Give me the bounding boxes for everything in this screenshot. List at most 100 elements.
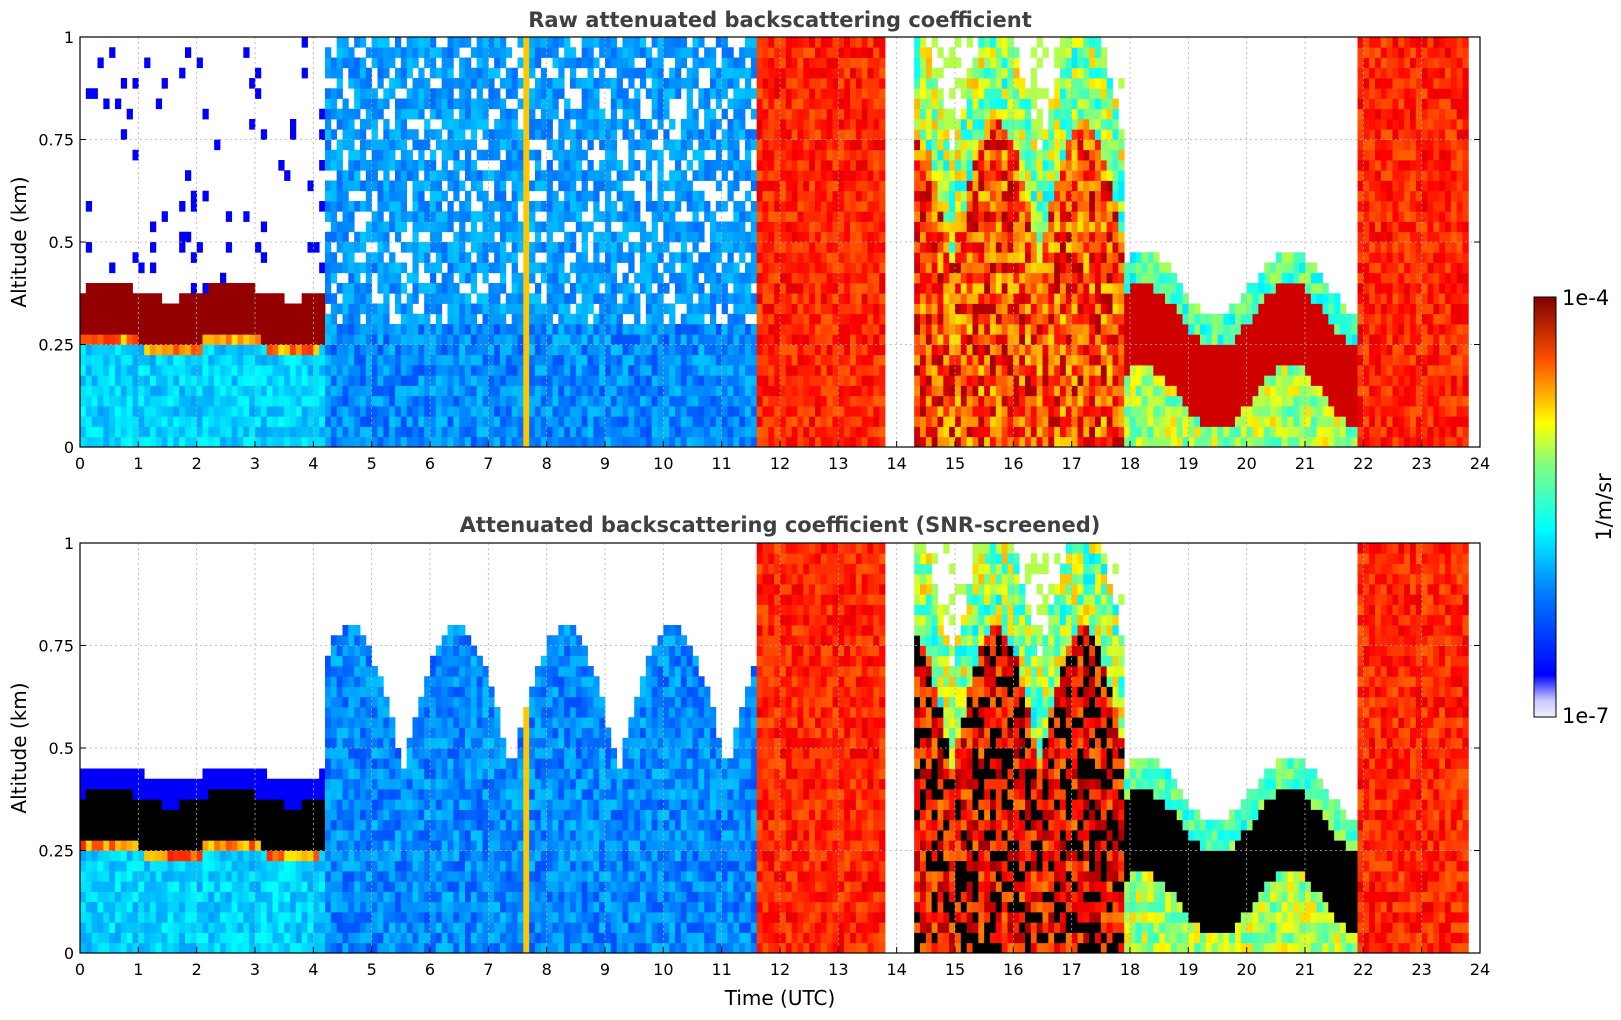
heatmap-cell (453, 242, 460, 253)
heatmap-cell (266, 416, 273, 427)
heatmap-cell (1036, 242, 1043, 253)
heatmap-cell (161, 334, 168, 345)
heatmap-cell (937, 324, 944, 335)
heatmap-cell (115, 293, 122, 304)
heatmap-cell (570, 344, 577, 356)
heatmap-cell (593, 324, 600, 335)
heatmap-cell (313, 334, 320, 345)
heatmap-cell (1054, 190, 1061, 202)
heatmap-cell (272, 395, 279, 407)
heatmap-cell (984, 160, 991, 171)
heatmap-cell (797, 37, 804, 48)
heatmap-cell (1019, 385, 1026, 397)
heatmap-cell (593, 426, 600, 438)
heatmap-cell (575, 324, 583, 335)
heatmap-cell (1060, 180, 1067, 192)
heatmap-cell (733, 88, 740, 99)
heatmap-cell (995, 47, 1003, 58)
heatmap-cell (838, 436, 845, 448)
heatmap-cell (745, 324, 752, 335)
heatmap-cell (727, 365, 734, 376)
heatmap-cell (1054, 57, 1061, 69)
heatmap-cell (815, 406, 822, 417)
heatmap-cell (482, 426, 489, 438)
heatmap-cell (937, 67, 944, 79)
heatmap-cell (756, 57, 763, 69)
heatmap-cell (220, 375, 227, 386)
heatmap-cell (815, 395, 822, 407)
heatmap-cell (721, 57, 728, 69)
heatmap-cell (546, 37, 553, 48)
heatmap-cell (593, 211, 600, 222)
heatmap-cell (220, 313, 227, 325)
heatmap-cell (1036, 149, 1043, 161)
heatmap-cell (943, 354, 950, 366)
heatmap-cell (873, 37, 880, 48)
heatmap-cell (785, 170, 793, 181)
heatmap-cell (330, 426, 338, 438)
heatmap-cell (336, 416, 343, 427)
heatmap-cell (1060, 344, 1067, 356)
heatmap-cell (768, 252, 775, 263)
heatmap-cell (914, 149, 921, 161)
heatmap-cell (570, 170, 577, 181)
heatmap-cell (459, 436, 466, 448)
heatmap-cell (657, 416, 664, 427)
heatmap-cell (570, 180, 577, 192)
heatmap-cell (1054, 242, 1061, 253)
heatmap-cell (750, 242, 758, 253)
heatmap-cell (669, 119, 676, 130)
heatmap-cell (120, 129, 128, 140)
heatmap-cell (616, 406, 623, 417)
heatmap-cell (727, 436, 734, 448)
heatmap-cell (260, 406, 268, 417)
heatmap-cell (1042, 190, 1049, 202)
heatmap-cell (820, 139, 828, 151)
heatmap-cell (465, 67, 472, 79)
heatmap-cell (325, 98, 332, 110)
heatmap-cell (966, 313, 973, 325)
heatmap-cell (301, 354, 308, 366)
heatmap-cell (616, 375, 623, 386)
heatmap-cell (546, 313, 553, 325)
heatmap-cell (371, 395, 378, 407)
heatmap-cell (517, 385, 524, 397)
heatmap-cell (313, 416, 320, 427)
heatmap-cell (511, 436, 518, 448)
heatmap-cell (710, 313, 717, 325)
heatmap-cell (1025, 334, 1032, 345)
heatmap-cell (704, 211, 711, 222)
heatmap-cell (500, 334, 507, 345)
heatmap-cell (651, 303, 658, 315)
heatmap-cell (1036, 324, 1043, 335)
heatmap-cell (640, 426, 647, 438)
heatmap-cell (1030, 252, 1038, 263)
heatmap-cell (990, 395, 997, 407)
heatmap-cell (610, 129, 618, 140)
heatmap-cell (960, 406, 968, 417)
heatmap-cell (733, 344, 740, 356)
heatmap-cell (389, 426, 396, 438)
heatmap-cell (605, 293, 612, 304)
heatmap-cell (120, 334, 128, 345)
heatmap-cell (645, 354, 653, 366)
heatmap-cell (488, 293, 495, 304)
heatmap-cell (476, 190, 483, 202)
heatmap-cell (920, 375, 927, 386)
heatmap-cell (412, 262, 419, 274)
heatmap-cell (540, 98, 548, 110)
heatmap-cell (669, 426, 676, 438)
heatmap-cell (470, 139, 478, 151)
heatmap-cell (640, 416, 647, 427)
heatmap-cell (1054, 98, 1061, 110)
heatmap-cell (785, 375, 793, 386)
heatmap-cell (920, 252, 927, 263)
heatmap-cell (669, 406, 676, 417)
heatmap-cell (739, 313, 746, 325)
heatmap-cell (546, 262, 553, 274)
heatmap-cell (389, 211, 396, 222)
heatmap-cell (470, 119, 478, 130)
heatmap-cell (931, 344, 938, 356)
heatmap-cell (313, 406, 320, 417)
heatmap-cell (990, 180, 997, 192)
